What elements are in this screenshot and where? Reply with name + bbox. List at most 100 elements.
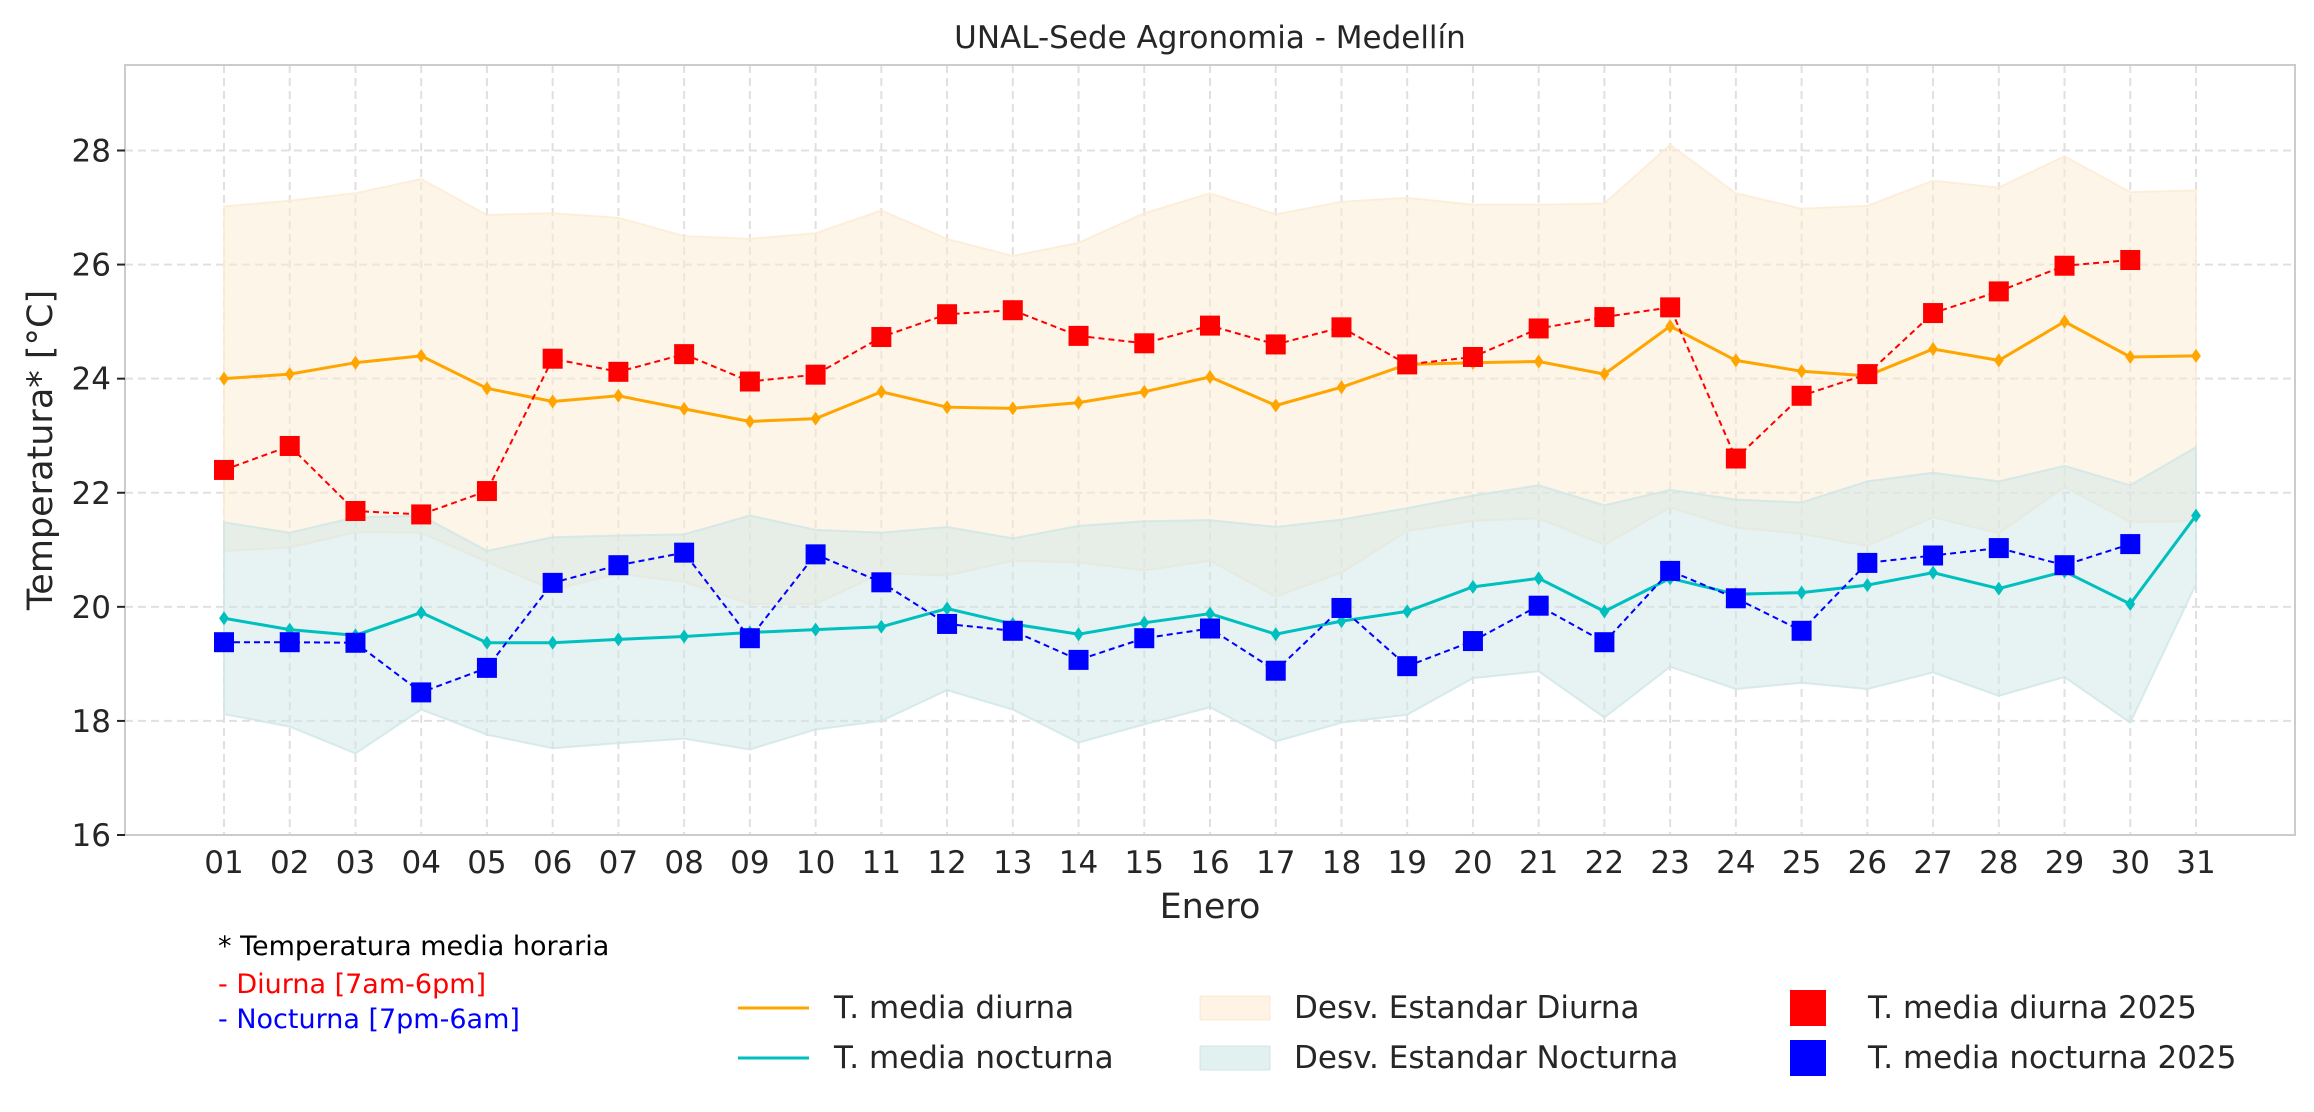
x-tick-label: 14 [1059,845,1098,881]
point-t-media-diurna [1730,353,1741,368]
y-tick-label: 20 [72,590,111,626]
x-tick-label: 19 [1387,845,1426,881]
point-t-media-diurna-2025 [1528,318,1549,339]
x-tick-label: 17 [1256,845,1295,881]
x-tick-label: 03 [336,845,375,881]
point-t-media-nocturna [1599,604,1610,619]
point-t-media-nocturna-2025 [1923,545,1944,566]
point-t-media-diurna-2025 [1134,333,1155,354]
legend-swatch-nocturna-2025 [1790,1040,1826,1076]
point-t-media-nocturna-2025 [214,632,234,653]
x-tick-label: 16 [1190,845,1229,881]
point-t-media-nocturna [1993,581,2004,596]
point-t-media-diurna-2025 [1002,300,1023,321]
point-t-media-nocturna [942,601,952,616]
point-t-media-diurna-2025 [279,435,300,456]
point-t-media-diurna-2025 [1988,281,2009,302]
point-t-media-nocturna-2025 [1397,656,1418,677]
point-t-media-diurna-2025 [1660,297,1681,318]
legend-label-std-nocturna: Desv. Estandar Nocturna [1294,1040,1678,1076]
x-tick-label: 13 [993,845,1032,881]
point-t-media-diurna-2025 [1725,448,1746,469]
point-t-media-diurna [613,388,624,403]
point-t-media-diurna [1073,395,1084,410]
point-t-media-nocturna-2025 [2120,534,2141,555]
point-t-media-diurna [1139,384,1150,399]
ticks: 16 18 20 22 24 26 28 01 02 03 04 05 06 07 08 09 10 11 12 13… [72,134,2216,882]
point-t-media-nocturna-2025 [1068,649,1089,670]
legend-swatch-std-nocturna [1199,1045,1271,1071]
legend: T. media diurna T. media nocturna Desv. … [738,990,2236,1076]
point-t-media-nocturna [284,622,295,637]
point-t-media-diurna-2025 [476,481,497,502]
point-t-media-nocturna [1796,585,1807,600]
x-tick-label: 05 [467,845,506,881]
point-t-media-diurna-2025 [1331,317,1352,338]
point-t-media-diurna-2025 [1594,307,1615,328]
point-t-media-nocturna-2025 [1200,618,1220,639]
point-t-media-diurna-2025 [214,459,234,480]
point-t-media-diurna [679,401,690,416]
x-tick-label: 21 [1519,845,1558,881]
point-t-media-diurna [1599,367,1610,382]
x-tick-label: 20 [1453,845,1492,881]
x-tick-label: 29 [2045,845,2084,881]
point-t-media-nocturna [2125,596,2136,611]
point-t-media-diurna [2191,348,2201,363]
point-t-media-diurna [482,381,492,396]
point-t-media-nocturna-2025 [937,613,958,634]
point-t-media-nocturna-2025 [2054,555,2075,576]
y-tick-label: 26 [72,248,111,284]
point-t-media-nocturna-2025 [542,572,563,593]
point-t-media-nocturna-2025 [345,632,366,653]
point-t-media-diurna-2025 [608,361,629,382]
point-t-media-nocturna [679,629,690,644]
point-t-media-diurna-2025 [1791,385,1812,406]
point-t-media-diurna-2025 [2120,250,2141,271]
series-lines [214,250,2201,703]
point-t-media-nocturna-2025 [674,542,695,563]
point-t-media-diurna [1007,401,1018,416]
x-tick-label: 15 [1125,845,1164,881]
point-t-media-nocturna-2025 [1002,620,1023,641]
point-t-media-nocturna [810,622,821,637]
point-t-media-nocturna-2025 [739,628,760,649]
point-t-media-nocturna-2025 [1791,620,1812,641]
point-t-media-diurna [744,414,755,429]
x-tick-label: 09 [730,845,769,881]
point-t-media-diurna [1533,354,1544,369]
line-t-media-diurna-2025 [223,259,2131,516]
point-t-media-diurna-2025 [1265,334,1286,355]
x-tick-label: 01 [204,845,243,881]
legend-label-nocturna: T. media nocturna [833,1040,1114,1076]
point-t-media-nocturna [547,635,558,650]
point-t-media-diurna-2025 [1462,346,1483,367]
x-tick-label: 23 [1650,845,1689,881]
point-t-media-diurna-2025 [871,327,892,348]
x-tick-label: 04 [401,845,440,881]
band-desv-estandar-nocturna [223,445,2197,755]
std-bands [223,143,2197,755]
point-t-media-nocturna-2025 [608,555,629,576]
x-axis-label: Enero [1160,887,1261,927]
point-t-media-diurna [1928,342,1938,357]
point-t-media-nocturna [1402,604,1413,619]
point-t-media-diurna [1205,369,1215,384]
x-tick-label: 10 [796,845,835,881]
point-t-media-diurna-2025 [1397,354,1418,375]
point-t-media-nocturna-2025 [1528,595,1549,616]
point-t-media-nocturna-2025 [1660,560,1681,581]
point-t-media-diurna [2125,349,2136,364]
point-t-media-diurna [350,355,361,370]
y-axis-label: Temperatura* [°C] [21,290,61,611]
x-tick-label: 28 [1979,845,2018,881]
legend-swatch-std-diurna [1199,995,1271,1021]
chart-title: UNAL-Sede Agronomia - Medellín [954,20,1466,56]
point-t-media-nocturna [1533,571,1544,586]
y-tick-label: 16 [72,818,111,854]
point-t-media-diurna [810,411,821,426]
footnote-nocturna: - Nocturna [7pm-6am] [218,1004,520,1035]
point-t-media-nocturna [1205,606,1215,621]
x-tick-label: 11 [862,845,901,881]
